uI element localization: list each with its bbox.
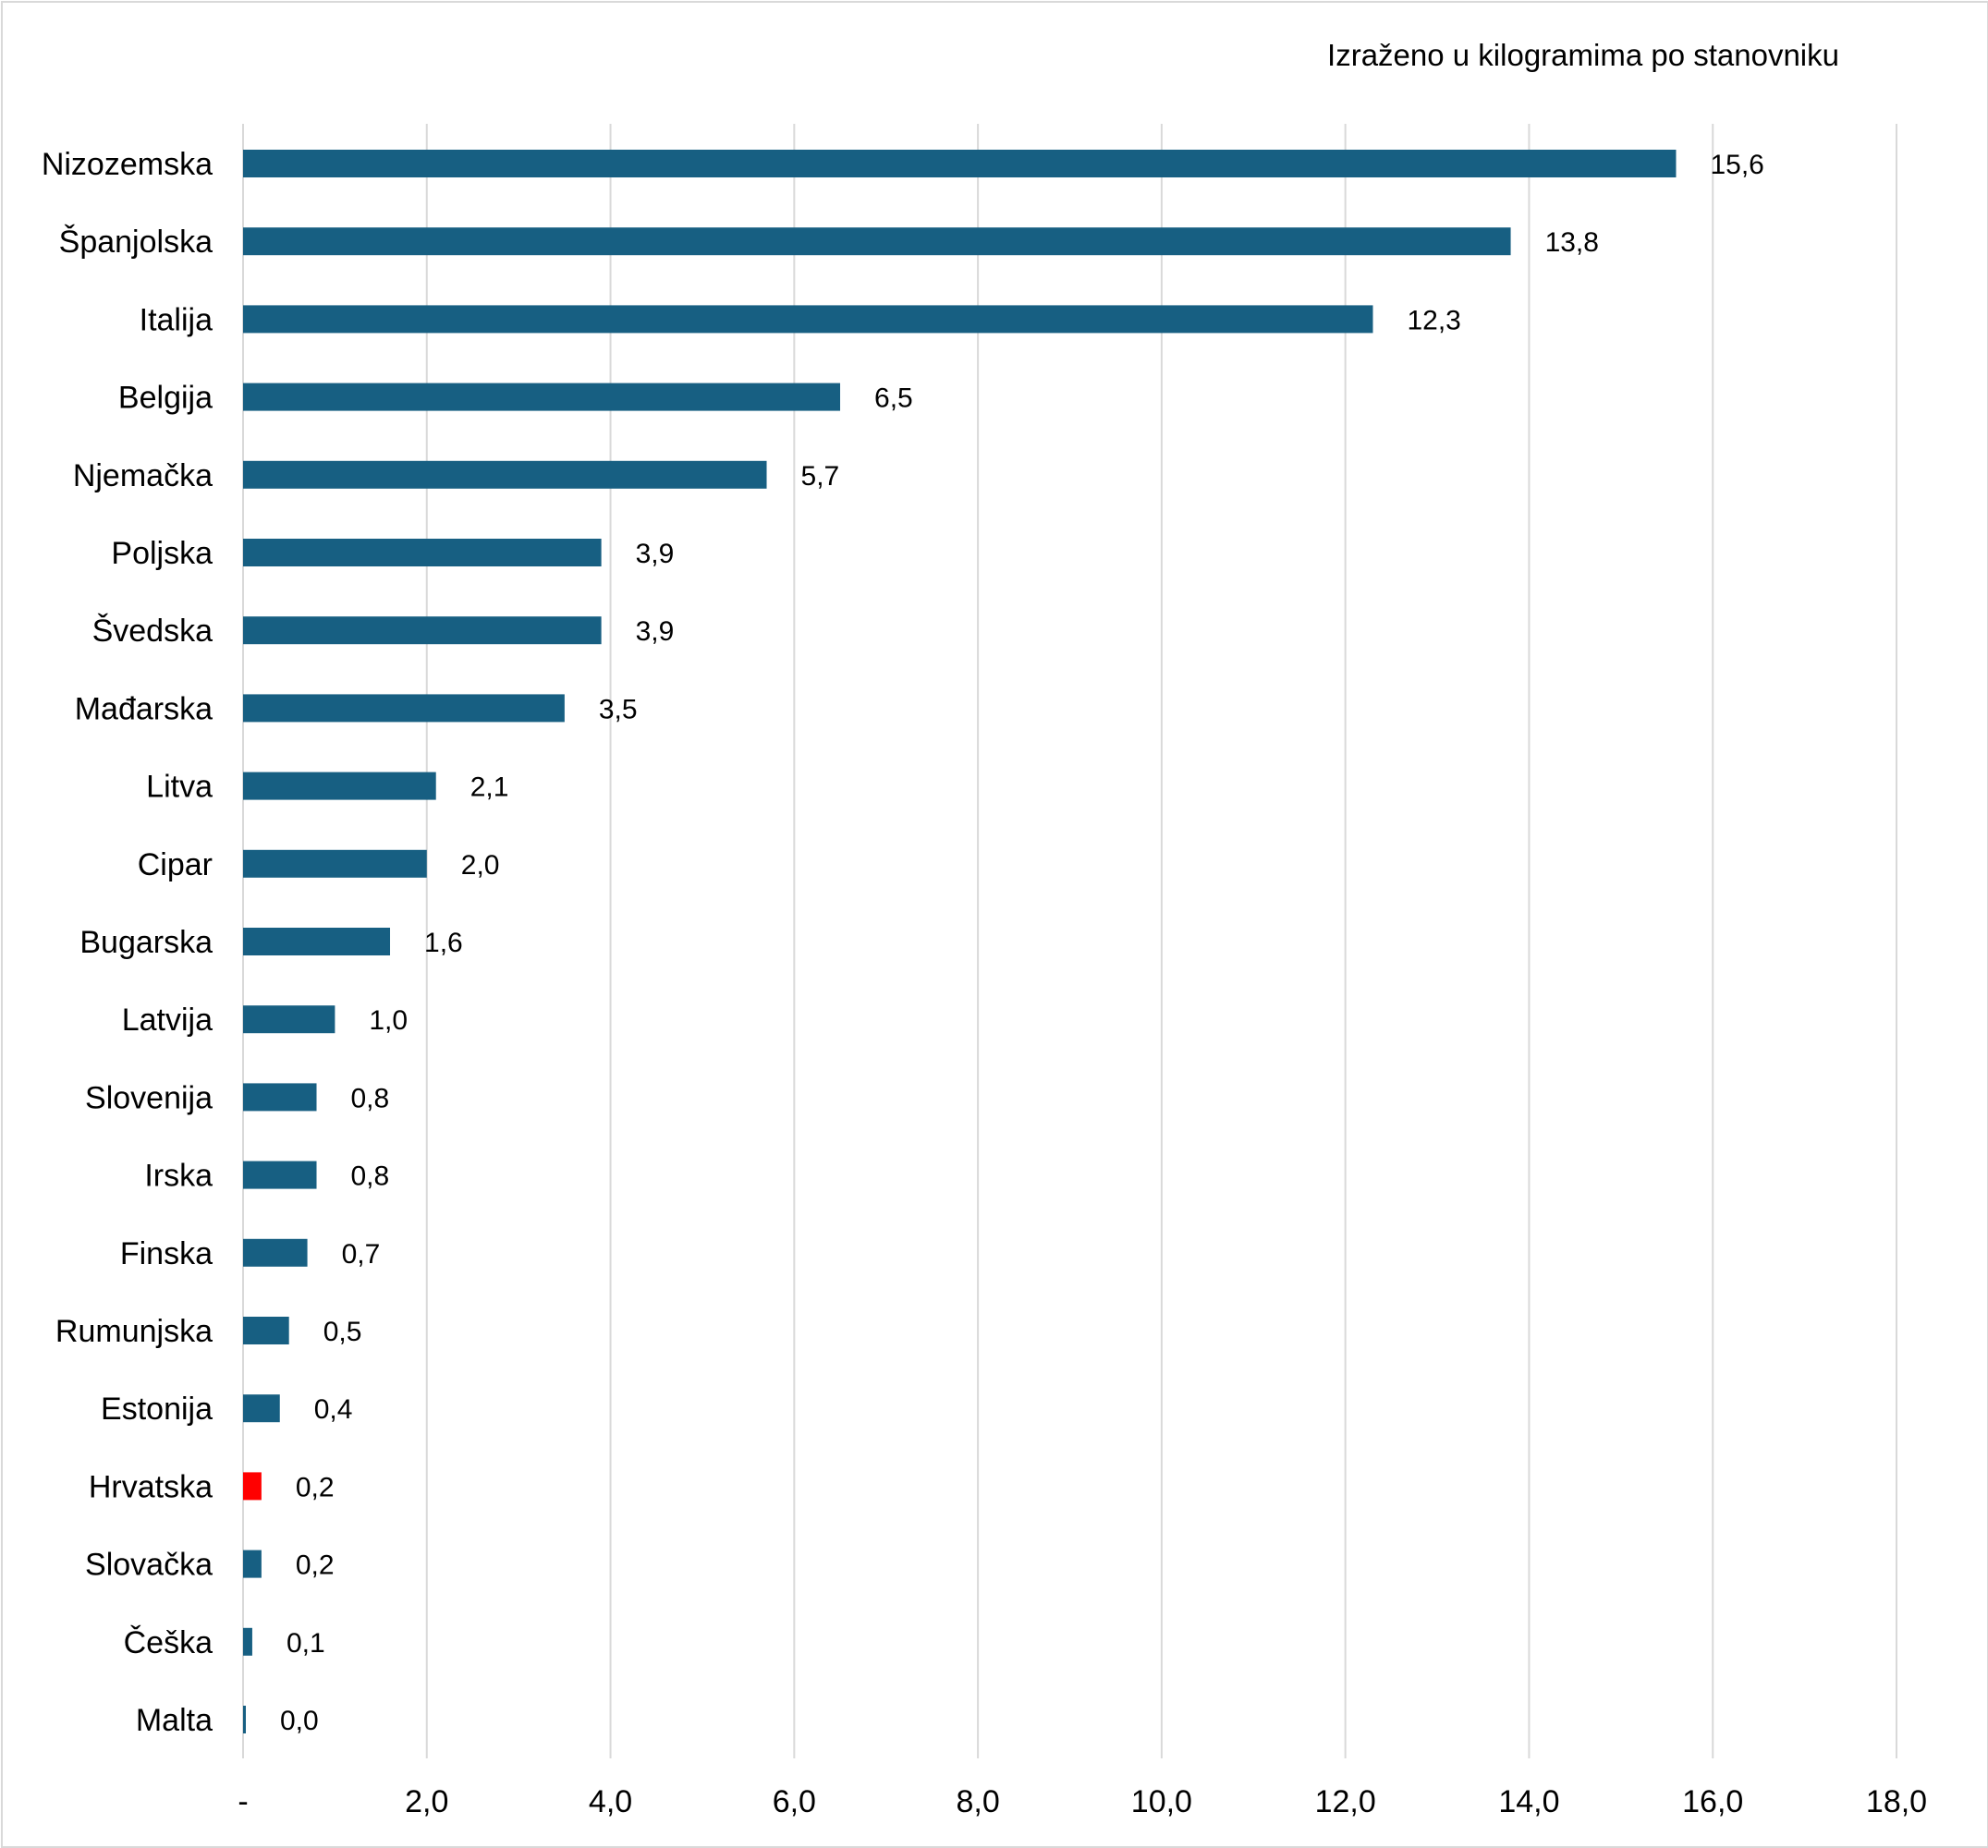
category-label: Cipar xyxy=(138,847,213,882)
data-label: 1,0 xyxy=(369,1005,408,1036)
bar xyxy=(243,616,602,645)
data-label: 1,6 xyxy=(424,928,463,958)
data-label: 5,7 xyxy=(801,461,840,492)
bar xyxy=(243,1083,317,1112)
category-label: Irska xyxy=(144,1159,213,1194)
category-label: Latvija xyxy=(122,1003,213,1038)
data-label: 2,0 xyxy=(461,850,500,881)
bar xyxy=(243,1627,252,1656)
bar xyxy=(243,928,391,955)
labels: - 2,0 4,0 6,0 8,0 10,0 12,0 14,0 16,0 18,0 Nizozem… xyxy=(42,147,1927,1819)
data-label: 15,6 xyxy=(1710,150,1763,180)
bar xyxy=(243,305,1373,334)
data-label: 3,9 xyxy=(636,616,675,647)
bar xyxy=(243,1005,335,1034)
bar xyxy=(243,849,427,878)
category-label: Slovačka xyxy=(85,1548,213,1583)
data-label: 0,0 xyxy=(280,1706,319,1736)
bar xyxy=(243,383,841,411)
data-label: 3,5 xyxy=(599,694,638,724)
x-tick-label: 14,0 xyxy=(1498,1784,1559,1819)
data-label: 6,5 xyxy=(874,383,913,414)
category-label: Njemačka xyxy=(73,458,213,493)
bar xyxy=(243,1472,262,1501)
category-label: Slovenija xyxy=(85,1080,213,1115)
bar xyxy=(243,1706,246,1733)
bar xyxy=(243,694,565,723)
data-label: 0,8 xyxy=(351,1161,390,1192)
category-label: Švedska xyxy=(92,614,213,649)
unit-note: Izraženo u kilogramima po stanovniku xyxy=(1327,38,1839,72)
category-label: Finska xyxy=(120,1236,213,1271)
bar xyxy=(243,150,1677,177)
category-label: Litva xyxy=(146,770,213,805)
bar xyxy=(243,1550,262,1578)
category-label: Mađarska xyxy=(75,691,213,726)
category-label: Malta xyxy=(136,1703,213,1738)
x-tick-label: 10,0 xyxy=(1131,1784,1192,1819)
x-tick-label: 4,0 xyxy=(589,1784,632,1819)
x-tick-label: - xyxy=(238,1784,248,1819)
bar xyxy=(243,1317,289,1344)
data-label: 0,4 xyxy=(314,1394,353,1425)
data-label: 0,2 xyxy=(296,1472,335,1502)
bar xyxy=(243,539,602,566)
x-tick-label: 6,0 xyxy=(773,1784,816,1819)
gridlines xyxy=(242,124,1897,1758)
data-label: 3,9 xyxy=(636,539,675,569)
bar xyxy=(243,227,1511,256)
x-tick-label: 2,0 xyxy=(405,1784,448,1819)
category-label: Belgija xyxy=(118,381,213,416)
category-label: Španjolska xyxy=(59,225,213,260)
x-tick-label: 8,0 xyxy=(956,1784,999,1819)
bar xyxy=(243,460,767,489)
category-label: Italija xyxy=(140,302,213,337)
category-label: Češka xyxy=(124,1625,213,1660)
data-label: 13,8 xyxy=(1545,227,1599,258)
data-label: 0,1 xyxy=(287,1628,325,1659)
category-label: Nizozemska xyxy=(42,147,213,182)
bar xyxy=(243,1161,317,1189)
x-tick-label: 12,0 xyxy=(1315,1784,1376,1819)
bars xyxy=(243,150,1677,1733)
category-label: Poljska xyxy=(111,536,213,571)
data-label: 0,2 xyxy=(296,1550,335,1581)
bar xyxy=(243,1238,308,1267)
x-tick-label: 18,0 xyxy=(1866,1784,1927,1819)
data-label: 0,7 xyxy=(342,1239,381,1270)
data-label: 2,1 xyxy=(470,772,509,803)
bar xyxy=(243,1394,280,1423)
category-label: Estonija xyxy=(101,1392,213,1427)
category-label: Bugarska xyxy=(79,925,213,960)
category-label: Hrvatska xyxy=(89,1469,213,1504)
category-label: Rumunjska xyxy=(55,1314,213,1349)
data-label: 12,3 xyxy=(1407,305,1460,335)
x-tick-label: 16,0 xyxy=(1682,1784,1743,1819)
data-label: 0,8 xyxy=(351,1083,390,1113)
data-label: 0,5 xyxy=(323,1317,362,1347)
bar xyxy=(243,772,436,800)
